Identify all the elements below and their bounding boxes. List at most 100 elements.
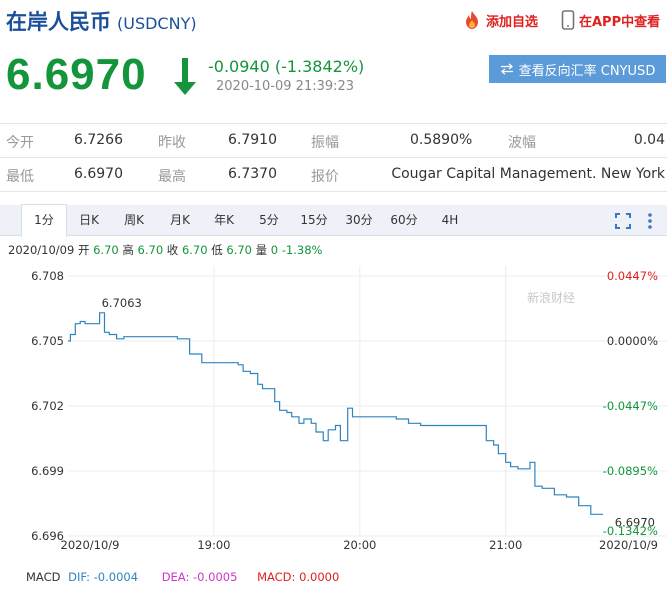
ohlc-vol-label: 量	[255, 243, 268, 257]
page-title: 在岸人民币 (USDCNY)	[6, 6, 197, 36]
stat-value: 6.7370	[228, 166, 277, 182]
price-point	[69, 333, 72, 336]
stats-row: 最低 6.6970 最高 6.7370 报价 Cougar Capital Ma…	[0, 157, 667, 192]
price-point	[237, 363, 240, 366]
symbol-code: (USDCNY)	[117, 14, 197, 33]
reverse-rate-label: 查看反向汇率 CNYUSD	[518, 63, 656, 79]
ohlc-close: 6.70	[181, 243, 208, 257]
price-point	[115, 337, 118, 340]
price-point	[67, 340, 70, 343]
tab-daily[interactable]: 日K	[79, 213, 99, 227]
price-point	[200, 361, 203, 364]
y-tick-label: 6.696	[31, 529, 64, 543]
y-right-tick-label: 0.0000%	[607, 334, 658, 348]
ohlc-high-label: 高	[122, 243, 134, 257]
tab-1min[interactable]: 1分	[21, 204, 67, 237]
price-point	[74, 322, 77, 325]
price-change: -0.0940 (-1.3842%)	[208, 57, 365, 76]
price-point	[351, 415, 354, 418]
reverse-rate-button[interactable]: 查看反向汇率 CNYUSD	[489, 55, 666, 83]
x-tick-label: 19:00	[197, 538, 230, 552]
price-point	[533, 485, 536, 488]
tab-30min[interactable]: 30分	[345, 213, 373, 227]
ohlc-low: 6.70	[226, 243, 252, 257]
tab-4h[interactable]: 4H	[441, 213, 459, 227]
price-points	[67, 311, 603, 516]
open-in-app-button[interactable]: 在APP中查看	[561, 10, 660, 30]
y-right-tick-label: -0.0447%	[603, 399, 658, 413]
tab-weekly[interactable]: 周K	[124, 213, 144, 227]
ohlc-vol: 0	[270, 243, 279, 257]
y-right-tick-label: -0.0895%	[603, 464, 658, 478]
y-tick-label: 6.699	[31, 464, 64, 478]
more-options-icon[interactable]	[646, 212, 654, 230]
price-point	[521, 467, 524, 470]
tab-60min[interactable]: 60分	[390, 213, 418, 227]
price-point	[443, 424, 446, 427]
ohlc-close-label: 收	[166, 243, 179, 257]
stat-value: 6.7266	[74, 132, 123, 148]
y-tick-label: 6.702	[31, 399, 64, 413]
price-point	[485, 439, 488, 442]
macd-value: MACD: 0.0000	[257, 570, 340, 584]
quote-timestamp: 2020-10-09 21:39:23	[216, 79, 355, 94]
tab-15min[interactable]: 15分	[300, 213, 328, 227]
price-point	[298, 422, 301, 425]
price-point	[140, 335, 143, 338]
price-point	[249, 372, 252, 375]
x-axis: 2020/10/9 19:00 20:00 21:00 2020/10/9	[61, 538, 658, 552]
x-tick-label: 20:00	[343, 538, 376, 552]
stat-label: 最低	[6, 169, 34, 185]
x-tick-label: 2020/10/9	[61, 538, 120, 552]
macd-dea: DEA: -0.0005	[161, 570, 238, 584]
ohlc-high: 6.70	[137, 243, 164, 257]
price-point	[225, 361, 228, 364]
price-point	[212, 361, 215, 364]
price-point	[261, 387, 264, 390]
price-point	[278, 409, 281, 412]
price-point	[103, 331, 106, 334]
add-watchlist-label: 添加自选	[486, 14, 539, 30]
price-point	[315, 431, 318, 434]
price-point	[98, 311, 101, 314]
stats-row: 今开 6.7266 昨收 6.7910 振幅 0.5890% 波幅 0.04	[0, 123, 667, 157]
ohlc-pct: -1.38%	[281, 243, 323, 257]
stat-label: 波幅	[508, 135, 536, 151]
tab-monthly[interactable]: 月K	[170, 213, 190, 227]
price-point	[322, 439, 325, 442]
stat-label: 报价	[311, 169, 339, 185]
price-point	[122, 335, 125, 338]
stats-table: 今开 6.7266 昨收 6.7910 振幅 0.5890% 波幅 0.04 最…	[0, 123, 667, 192]
price-point	[79, 320, 82, 323]
y-tick-label: 6.705	[31, 334, 64, 348]
title-text: 在岸人民币	[6, 10, 111, 34]
fullscreen-icon[interactable]	[615, 213, 631, 229]
ohlc-open-label: 开	[77, 243, 90, 257]
price-point	[456, 424, 459, 427]
stat-value: 6.7910	[228, 132, 277, 148]
intraday-chart[interactable]: 6.708 6.705 6.702 6.699 6.696 0.0447% 0.0000%…	[0, 262, 667, 570]
stat-value: 6.6970	[74, 166, 123, 182]
chart-grid	[68, 266, 667, 537]
price-point	[152, 335, 155, 338]
ohlc-low-label: 低	[211, 243, 223, 257]
y-axis-right: 0.0447% 0.0000% -0.0447% -0.0895% -0.1342%	[603, 269, 658, 538]
tab-yearly[interactable]: 年K	[214, 213, 234, 227]
price-point	[242, 370, 245, 373]
fire-icon	[466, 11, 478, 29]
high-annotation: 6.7063	[102, 296, 142, 310]
swap-icon	[500, 63, 513, 75]
add-watchlist-button[interactable]: 添加自选	[462, 10, 538, 30]
down-arrow-icon	[174, 58, 196, 95]
price-point	[497, 452, 500, 455]
current-price: 6.6970	[6, 50, 147, 99]
price-point	[127, 335, 130, 338]
tab-5min[interactable]: 5分	[259, 213, 279, 227]
price-point	[371, 415, 374, 418]
price-point	[541, 487, 544, 490]
stat-value: 0.5890%	[410, 132, 473, 148]
x-tick-label: 21:00	[489, 538, 522, 552]
macd-dif: DIF: -0.0004	[68, 570, 139, 584]
last-annotation: 6.6970	[615, 515, 655, 529]
price-point	[468, 424, 471, 427]
